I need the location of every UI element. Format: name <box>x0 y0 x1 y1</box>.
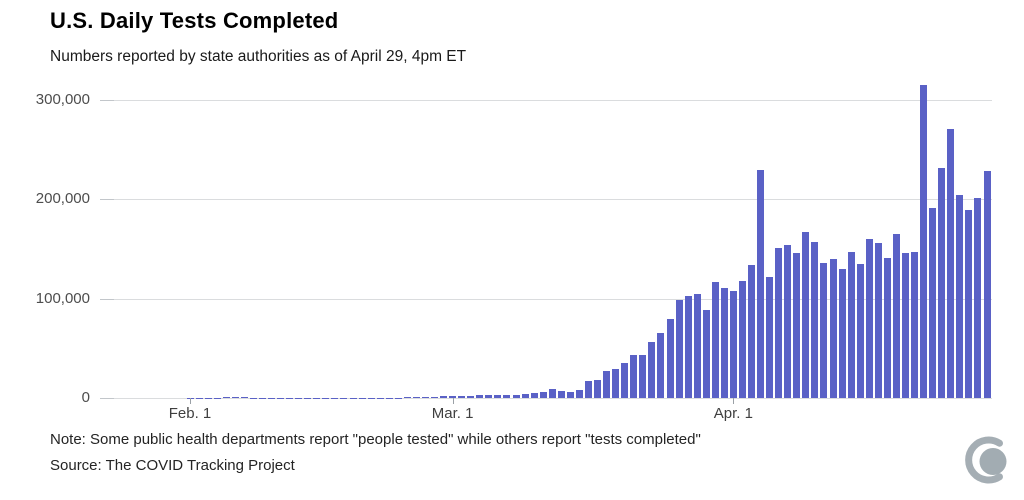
x-axis-label: Feb. 1 <box>168 405 212 422</box>
bar-day-84 <box>947 129 955 398</box>
gridline-100000 <box>100 298 992 300</box>
y-tick <box>100 100 114 101</box>
x-axis-label: Mar. 1 <box>431 405 474 422</box>
crescent-icon <box>965 436 1003 484</box>
bar-day-62 <box>748 265 756 398</box>
y-tick <box>100 398 114 399</box>
bar-day-56 <box>693 294 701 398</box>
bar-day-80 <box>911 252 919 398</box>
y-tick <box>100 199 114 201</box>
bar-day-69 <box>811 242 819 398</box>
bar-day-49 <box>630 355 638 398</box>
bar-day-47 <box>612 369 620 398</box>
bar-day-52 <box>657 332 665 398</box>
bar-day-77 <box>883 257 891 398</box>
bar-day-63 <box>757 169 765 398</box>
circle-icon <box>979 448 1007 475</box>
x-tick <box>733 398 735 404</box>
bar-day-82 <box>929 208 937 398</box>
bar-day-86 <box>965 209 973 398</box>
bar-day-76 <box>874 242 882 398</box>
y-tick <box>100 298 114 300</box>
bar-day-72 <box>838 268 846 398</box>
bar-day-35 <box>503 394 511 398</box>
bar-day-30 <box>458 395 466 398</box>
gridline-0 <box>100 398 992 399</box>
bar-day-59 <box>720 287 728 398</box>
bar-day-48 <box>621 363 629 398</box>
gridline-300000 <box>100 100 992 101</box>
bar-day-26 <box>421 396 429 398</box>
bar-day-71 <box>829 258 837 398</box>
bar-day-73 <box>847 251 855 398</box>
bar-day-67 <box>793 252 801 398</box>
x-tick <box>452 398 454 404</box>
bar-day-28 <box>440 396 448 398</box>
page-subtitle: Numbers reported by state authorities as… <box>50 48 467 65</box>
bar-day-87 <box>974 198 982 398</box>
bar-day-36 <box>512 394 520 398</box>
bar-day-54 <box>675 300 683 398</box>
bar-day-32 <box>476 395 484 398</box>
y-axis-label: 100,000 <box>35 289 90 307</box>
bar-day-70 <box>820 262 828 398</box>
bar-day-46 <box>603 371 611 398</box>
bar-day-53 <box>666 318 674 398</box>
bar-day-4 <box>222 397 230 398</box>
bar-day-51 <box>648 342 656 398</box>
bar-day-83 <box>938 168 946 398</box>
bar-day-42 <box>566 391 574 398</box>
bar-day-75 <box>865 238 873 398</box>
bar-day-38 <box>530 393 538 398</box>
bar-day-85 <box>956 194 964 398</box>
bar-day-88 <box>983 171 991 398</box>
bar-day-61 <box>738 281 746 398</box>
bar-day-65 <box>775 247 783 398</box>
bar-day-25 <box>412 397 420 398</box>
bar-day-44 <box>585 381 592 398</box>
bar-day-41 <box>557 390 565 398</box>
bar-day-66 <box>784 244 792 398</box>
bar-day-43 <box>575 389 583 398</box>
bar-day-78 <box>892 234 900 398</box>
bar-day-74 <box>856 263 864 398</box>
bar-day-55 <box>684 296 692 398</box>
bar-day-81 <box>920 85 928 398</box>
y-axis-label: 0 <box>81 389 90 406</box>
bar-day-33 <box>485 395 493 398</box>
bar-day-27 <box>431 396 439 398</box>
bar-day-45 <box>594 380 602 398</box>
bar-day-57 <box>702 310 710 398</box>
bar-day-34 <box>494 394 502 398</box>
source-text: Source: The COVID Tracking Project <box>50 457 295 474</box>
bar-day-58 <box>711 281 719 398</box>
gridline-200000 <box>100 199 992 201</box>
bar-day-24 <box>403 397 411 398</box>
bar-day-64 <box>766 276 774 398</box>
y-axis-label: 200,000 <box>35 190 90 208</box>
bar-day-39 <box>539 392 547 398</box>
bar-day-29 <box>449 396 457 398</box>
bar-day-68 <box>802 231 810 398</box>
y-axis-label: 300,000 <box>35 91 90 108</box>
bar-day-79 <box>902 252 909 398</box>
bar-day-31 <box>467 395 475 398</box>
x-tick <box>190 398 191 404</box>
page-title: U.S. Daily Tests Completed <box>50 8 339 33</box>
covid-tracking-project-logo-icon <box>965 436 1007 484</box>
bar-day-6 <box>240 396 248 398</box>
note-text: Note: Some public health departments rep… <box>50 431 701 448</box>
bar-day-37 <box>521 394 529 398</box>
bar-day-50 <box>639 354 647 398</box>
bar-day-5 <box>231 396 239 398</box>
x-axis-label: Apr. 1 <box>713 405 753 422</box>
bar-day-40 <box>548 389 556 398</box>
bar-day-60 <box>729 291 737 398</box>
